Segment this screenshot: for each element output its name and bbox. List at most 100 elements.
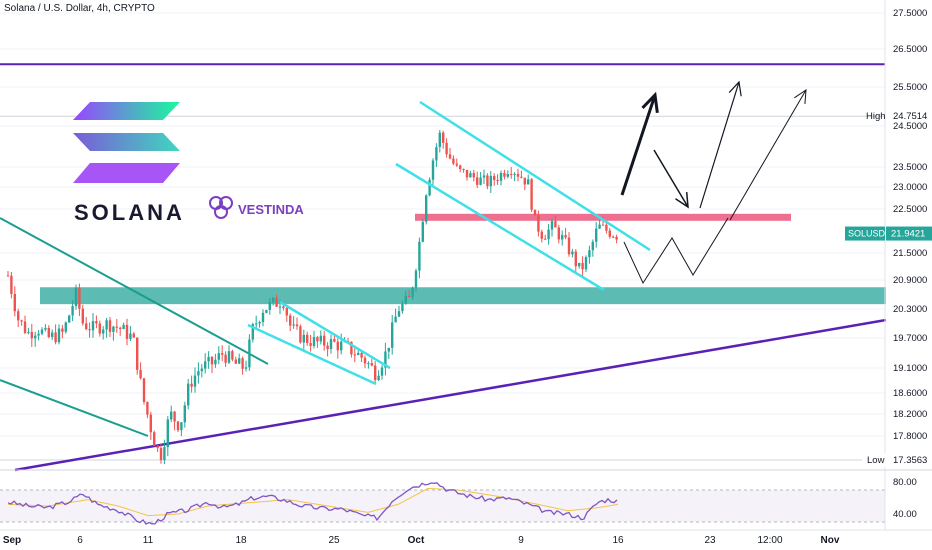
- price-tick-label: 23.0000: [893, 182, 927, 193]
- candle-body: [146, 402, 149, 415]
- candle-body: [554, 221, 557, 228]
- candle-body: [567, 237, 571, 255]
- candle-body: [74, 287, 78, 306]
- candle-body: [136, 337, 139, 370]
- candle-body: [465, 169, 469, 178]
- candle-body: [40, 329, 44, 334]
- candle-body: [557, 227, 560, 240]
- rsi-line: [7, 482, 618, 525]
- candle-body: [588, 250, 591, 258]
- candle-body: [329, 339, 333, 350]
- candle-body: [448, 154, 452, 159]
- candle-body: [159, 448, 163, 461]
- candle-body: [210, 356, 214, 365]
- candle-body: [530, 179, 533, 210]
- descending-channel-upper: [419, 100, 651, 252]
- candle-body: [459, 165, 462, 169]
- candle-body: [489, 175, 492, 187]
- candle-body: [462, 168, 465, 170]
- candle-body: [173, 411, 176, 422]
- vestinda-icon-3: [214, 205, 228, 219]
- candle-body: [442, 132, 445, 143]
- candle-body: [295, 324, 299, 327]
- low-label-bg: [862, 453, 932, 467]
- candle-body: [13, 293, 16, 312]
- price-tick-label: 19.7000: [893, 333, 927, 344]
- low-label: Low: [867, 455, 885, 466]
- candle-body: [17, 311, 20, 321]
- price-tick-label: 21.5000: [893, 248, 927, 259]
- candle-body: [527, 179, 530, 185]
- candle-body: [523, 177, 526, 185]
- candle-body: [221, 353, 224, 355]
- candle-body: [309, 342, 312, 346]
- candle-body: [591, 241, 594, 251]
- candle-body: [326, 345, 329, 350]
- candle-body: [112, 326, 115, 332]
- candle-body: [129, 333, 132, 339]
- time-tick-label: 6: [77, 535, 83, 546]
- time-tick-label: 9: [518, 535, 524, 546]
- candle-body: [61, 328, 64, 332]
- candle-body: [360, 352, 363, 358]
- price-tick-label: 18.2000: [893, 409, 927, 420]
- time-tick-label: 11: [143, 535, 154, 546]
- time-tick-label: 25: [328, 535, 340, 546]
- candle-body: [574, 251, 577, 267]
- rsi-ma-line: [7, 487, 619, 517]
- price-tick-label: 25.5000: [893, 82, 927, 93]
- candle-body: [571, 251, 574, 255]
- price-axis: 27.5000 26.5000 25.5000 24.5000 23.5000 23.00…: [845, 0, 932, 530]
- candle-body: [401, 303, 404, 312]
- candle-body: [108, 320, 112, 332]
- candle-body: [547, 229, 550, 240]
- candle-body: [180, 422, 183, 431]
- candle-body: [27, 332, 30, 334]
- candle-body: [397, 311, 401, 317]
- candle-body: [139, 369, 142, 379]
- candle-body: [258, 321, 261, 324]
- candle-body: [282, 306, 285, 309]
- candle-body: [510, 174, 513, 176]
- candle-body: [68, 315, 71, 323]
- candle-body: [214, 359, 217, 365]
- candle-body: [428, 179, 431, 196]
- candle-body: [125, 324, 129, 339]
- candle-body: [496, 179, 499, 181]
- candle-body: [367, 363, 370, 365]
- candle-body: [204, 361, 207, 369]
- candle-body: [418, 241, 421, 271]
- candle-body: [564, 235, 567, 238]
- symbol-tag: SOLUSD: [848, 229, 886, 239]
- time-axis: Sep 6 11 18 25 Oct 9 16 23 12:00 Nov: [0, 529, 932, 546]
- bullish-arrow-main: [620, 94, 657, 196]
- candle-body: [312, 337, 316, 346]
- pullback-arrow-head: [675, 191, 689, 209]
- solana-logo: SOLANA VESTINDA: [73, 102, 304, 225]
- chart-title: Solana / U.S. Dollar, 4h, CRYPTO: [4, 3, 155, 14]
- candle-body: [187, 383, 190, 406]
- candle-body: [51, 332, 54, 338]
- candle-body: [421, 221, 424, 242]
- candle-body: [91, 321, 95, 331]
- candle-body: [394, 316, 397, 323]
- candle-body: [493, 175, 496, 180]
- candle-body: [71, 305, 74, 316]
- candle-body: [224, 354, 227, 363]
- candle-body: [227, 351, 231, 363]
- candle-body: [119, 327, 122, 329]
- candle-body: [469, 173, 472, 178]
- candle-body: [363, 357, 367, 364]
- candle-body: [105, 320, 108, 330]
- candle-body: [601, 224, 605, 226]
- low-value: 17.3563: [893, 455, 927, 466]
- candle-body: [268, 301, 271, 310]
- candle-body: [285, 308, 288, 316]
- candle-body: [581, 262, 584, 270]
- support-zone: [40, 287, 886, 305]
- candle-body: [275, 297, 278, 307]
- rising-trendline: [14, 318, 887, 472]
- candle-body: [598, 224, 601, 229]
- candle-body: [156, 445, 159, 449]
